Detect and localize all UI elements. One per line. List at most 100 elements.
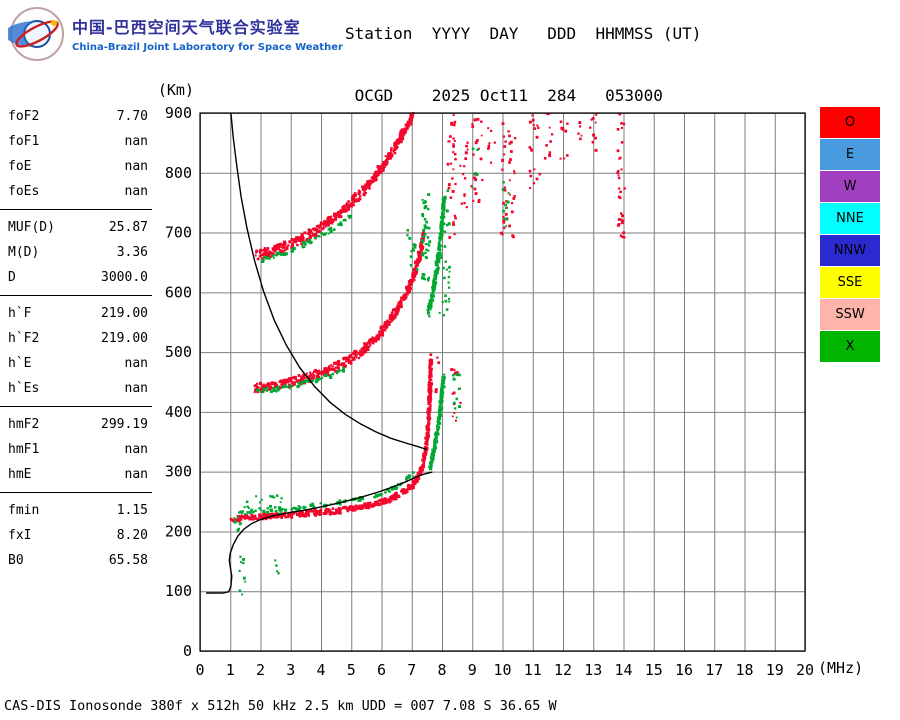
plot-grid [200,113,806,652]
param-value: 3.36 [116,245,148,260]
param-value: 1.15 [116,503,148,518]
svg-text:400: 400 [165,403,192,421]
svg-text:100: 100 [165,582,192,600]
param-label: h`E [8,356,32,371]
svg-text:500: 500 [165,343,192,361]
param-value: nan [124,442,148,457]
param-divider [0,295,152,296]
param-row: h`E nan [8,351,148,376]
profile-curve [206,471,433,594]
param-row: hmF2 299.19 [8,412,148,437]
svg-text:7: 7 [407,661,416,679]
echo-trace-points [229,111,626,596]
svg-text:0: 0 [183,642,192,660]
legend-item-w: W [820,171,880,202]
param-label: hmF1 [8,442,40,457]
svg-text:12: 12 [554,661,572,679]
param-value: nan [124,381,148,396]
param-value: nan [124,159,148,174]
param-value: 299.19 [101,417,148,432]
echo-legend: O E W NNE NNW SSE SSW X [820,107,880,363]
legend-item-o: O [820,107,880,138]
svg-text:0: 0 [195,661,204,679]
x-tick-labels: 0 1 2 3 4 5 6 7 8 9 10 11 12 13 14 15 16 17 18 19 20 [195,661,814,679]
x-axis-unit: (MHz) [818,659,864,677]
svg-text:800: 800 [165,164,192,182]
param-value: 7.70 [116,109,148,124]
plot-border [199,112,806,652]
svg-text:900: 900 [165,104,192,122]
param-row: MUF(D) 25.87 [8,215,148,240]
svg-text:9: 9 [468,661,477,679]
svg-text:6: 6 [377,661,386,679]
param-row: hmF1 nan [8,437,148,462]
y-axis-unit: (Km) [157,81,194,99]
param-label: h`F [8,306,32,321]
svg-text:5: 5 [347,661,356,679]
svg-text:20: 20 [796,661,814,679]
svg-text:15: 15 [645,661,663,679]
param-value: 3000.0 [101,270,148,285]
param-label: foF2 [8,109,40,124]
param-label: D [8,270,16,285]
param-divider [0,406,152,407]
legend-item-nnw: NNW [820,235,880,266]
param-row: foF1 nan [8,129,148,154]
lab-title-english: China-Brazil Joint Laboratory for Space … [72,42,343,53]
param-row: foF2 7.70 [8,104,148,129]
svg-text:8: 8 [437,661,446,679]
station-header-row: Station YYYY DAY DDD HHMMSS (UT) [345,24,702,43]
param-label: fxI [8,528,32,543]
svg-text:18: 18 [735,661,753,679]
svg-text:600: 600 [165,283,192,301]
param-divider [0,492,152,493]
param-value: 8.20 [116,528,148,543]
param-row: h`F2 219.00 [8,326,148,351]
param-value: nan [124,134,148,149]
param-row: D 3000.0 [8,265,148,290]
param-row: fmin 1.15 [8,498,148,523]
svg-text:1: 1 [226,661,235,679]
param-row: M(D) 3.36 [8,240,148,265]
param-label: foE [8,159,32,174]
svg-text:4: 4 [316,661,325,679]
param-label: fmin [8,503,40,518]
param-value: nan [124,356,148,371]
param-divider [0,209,152,210]
svg-text:11: 11 [524,661,542,679]
svg-text:13: 13 [584,661,602,679]
param-panel: foF2 7.70 foF1 nan foE nan foEs nan MUF(D) 25.87 M… [0,104,152,573]
param-value: 25.87 [108,220,148,235]
param-label: hmE [8,467,32,482]
svg-text:14: 14 [614,661,632,679]
lab-logo-icon [8,7,64,61]
param-label: M(D) [8,245,40,260]
param-value: nan [124,467,148,482]
param-value: nan [124,184,148,199]
param-label: MUF(D) [8,220,55,235]
param-row: B0 65.58 [8,548,148,573]
station-values-row: OCGD 2025 Oct11 284 053000 [345,86,663,105]
legend-item-nne: NNE [820,203,880,234]
svg-text:17: 17 [705,661,723,679]
transmission-curve [230,112,428,451]
param-row: fxI 8.20 [8,523,148,548]
svg-text:700: 700 [165,224,192,242]
param-value: 219.00 [101,306,148,321]
svg-text:16: 16 [675,661,693,679]
param-label: foEs [8,184,40,199]
station-info: Station YYYY DAY DDD HHMMSS (UT) OCGD 20… [345,18,701,111]
param-row: foE nan [8,154,148,179]
legend-item-ssw: SSW [820,299,880,330]
y-tick-labels: 0 100 200 300 400 500 600 700 800 900 [165,104,192,660]
param-label: hmF2 [8,417,40,432]
svg-text:300: 300 [165,463,192,481]
legend-item-sse: SSE [820,267,880,298]
legend-item-e: E [820,139,880,170]
param-row: h`Es nan [8,376,148,401]
lab-title-chinese: 中国-巴西空间天气联合实验室 [72,18,301,37]
analysis-curves [206,112,433,594]
param-label: foF1 [8,134,40,149]
